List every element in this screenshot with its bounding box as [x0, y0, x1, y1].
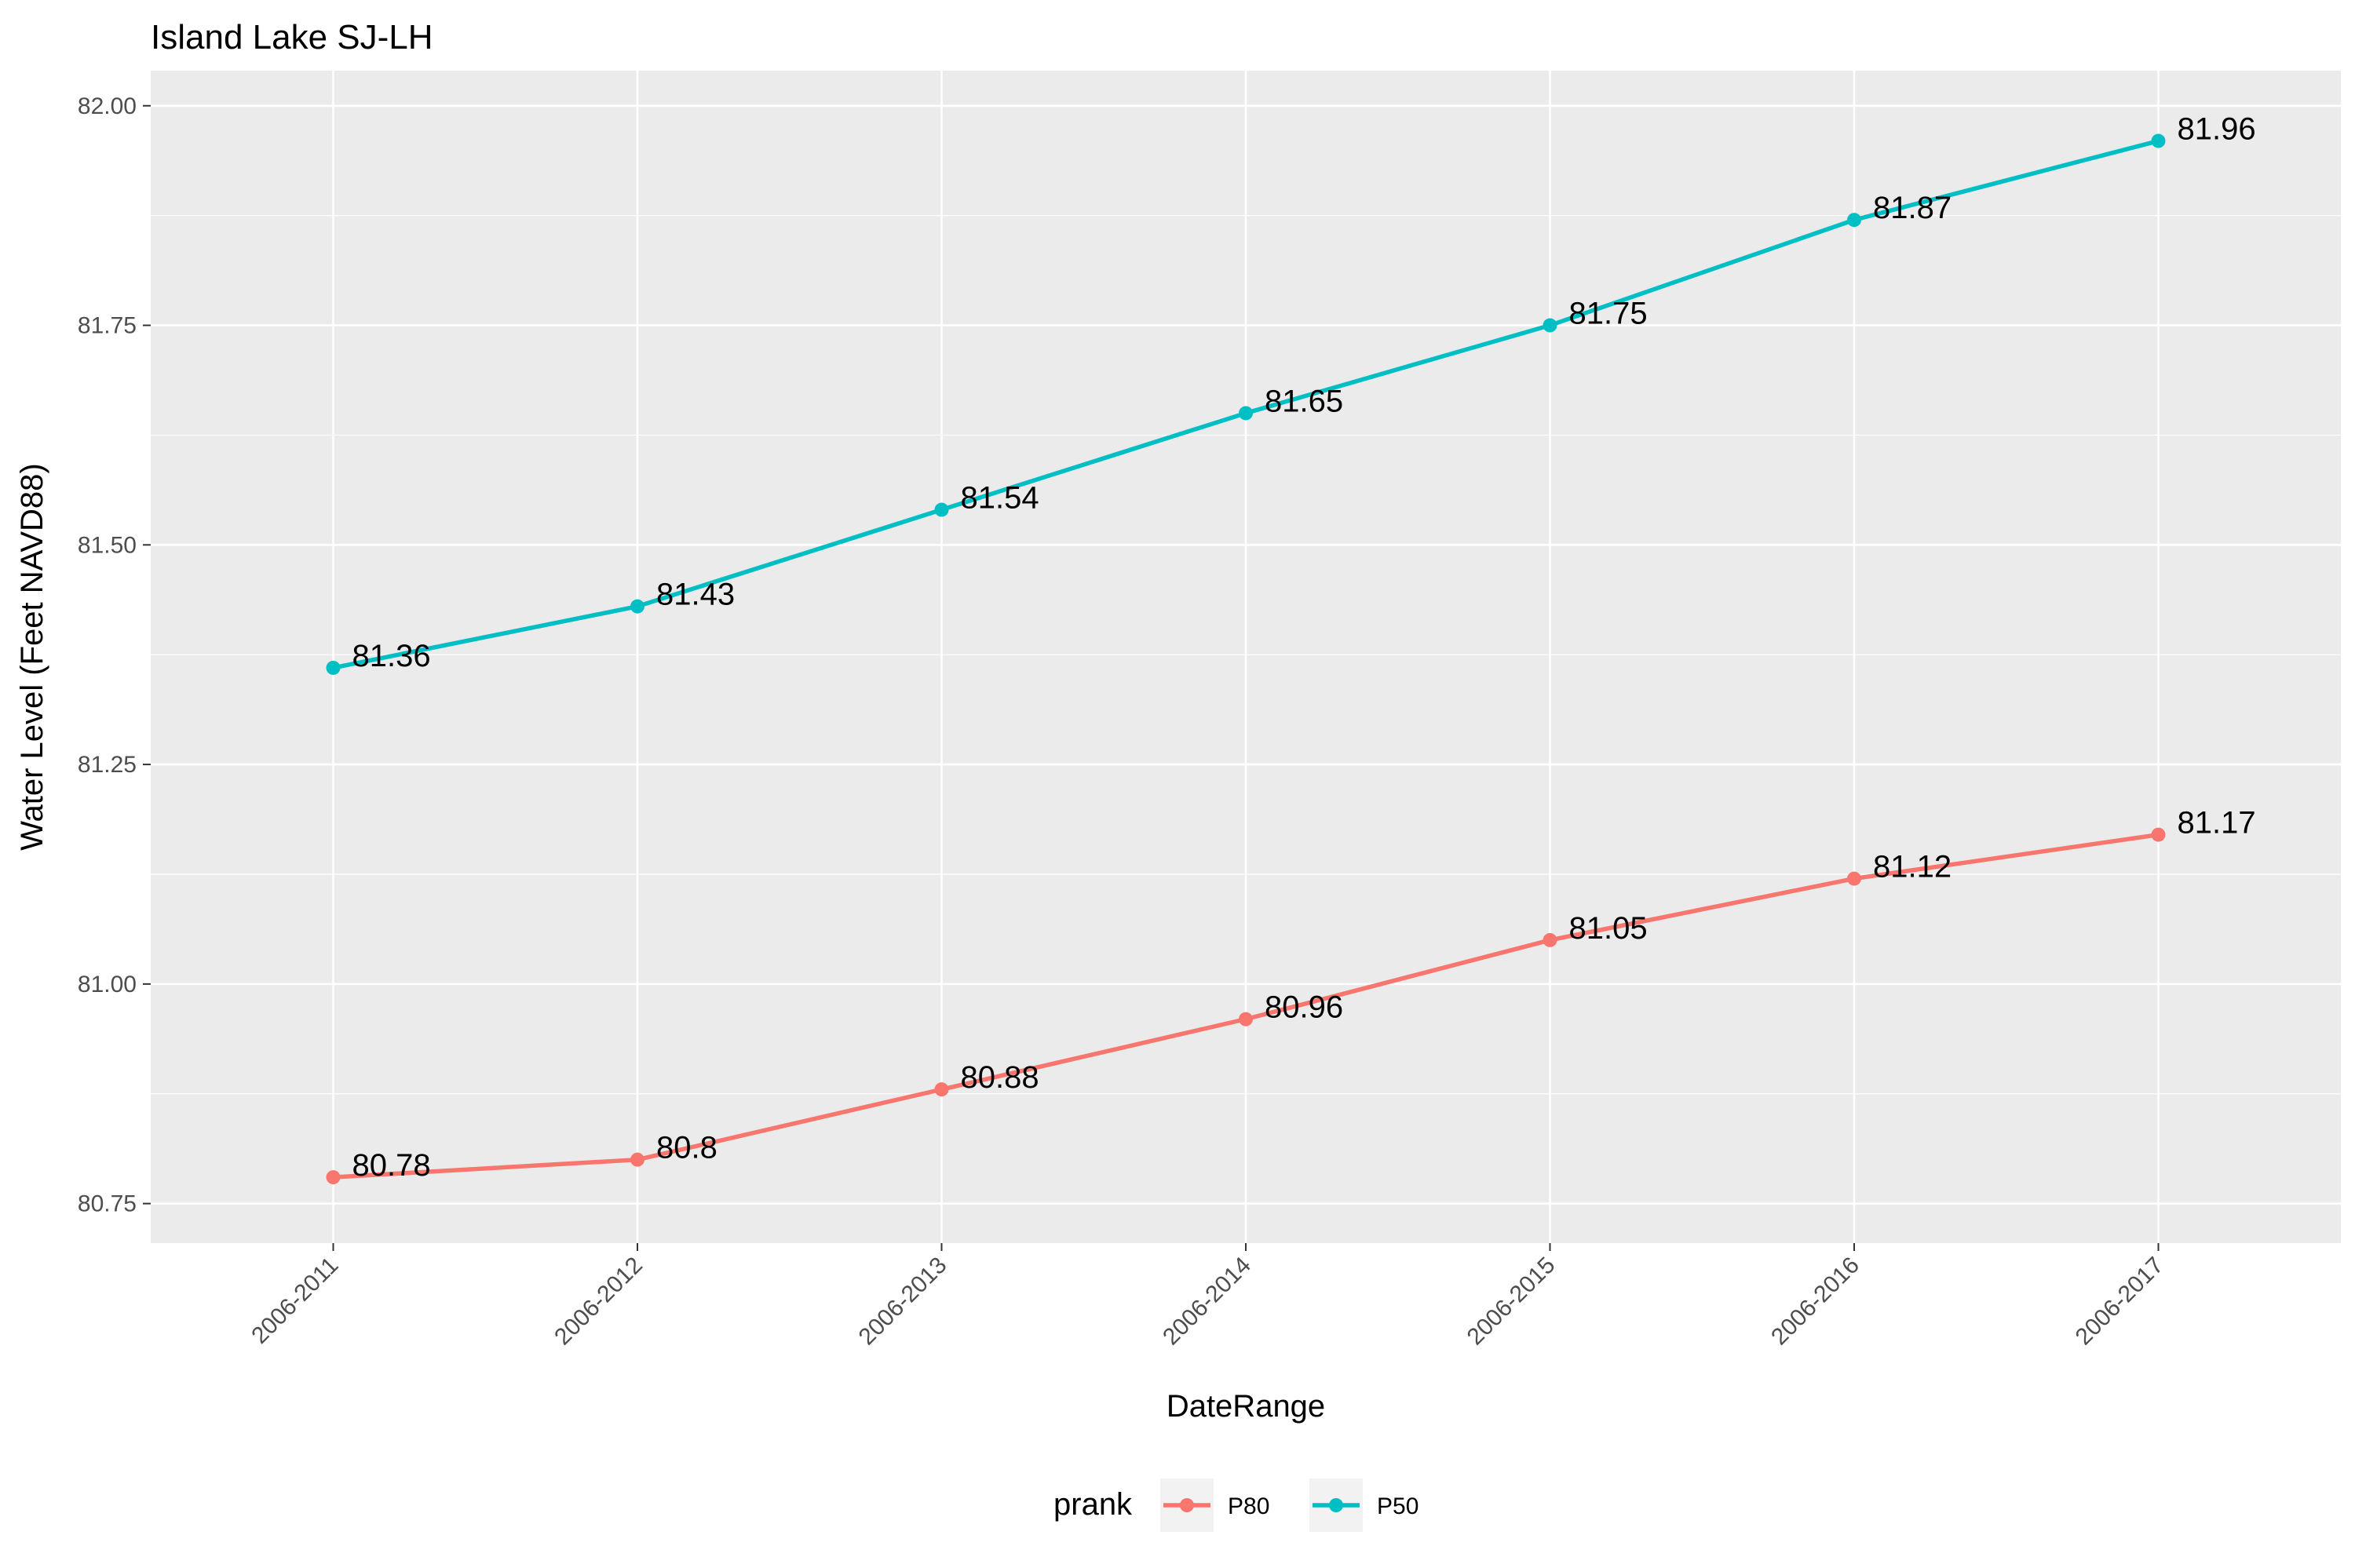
x-axis-title: DateRange: [1167, 1389, 1325, 1424]
y-tick-label: 81.50: [78, 532, 137, 558]
data-point: [630, 1152, 644, 1167]
data-point: [326, 660, 341, 675]
x-tick-label: 2006-2014: [1158, 1253, 1256, 1351]
data-label: 81.43: [656, 578, 735, 612]
x-tick-label: 2006-2016: [1766, 1253, 1864, 1351]
legend-key-point: [1180, 1498, 1194, 1512]
y-tick-label: 81.75: [78, 313, 137, 339]
series-group: 80.7880.880.8880.9681.0581.1281.1781.368…: [326, 112, 2256, 1185]
x-axis-ticks: 2006-2011 2006-2012 2006-2013 2006-2014 2006…: [246, 1243, 2168, 1350]
data-label: 81.12: [1873, 850, 1952, 884]
series-p80: 80.78 80.8 80.88 80.96 81.05 81.12 81.17: [326, 806, 2256, 1185]
y-tick-label: 80.75: [78, 1191, 137, 1217]
legend-label: P50: [1377, 1493, 1418, 1519]
legend-item-p80: P80: [1160, 1479, 1269, 1532]
y-tick-label: 82.00: [78, 93, 137, 119]
data-point: [934, 502, 949, 517]
x-tick-label: 2006-2012: [550, 1253, 648, 1351]
legend-title: prank: [1053, 1487, 1133, 1522]
y-axis-title: Water Level (Feet NAVD88): [15, 463, 49, 851]
x-tick-label: 2006-2017: [2071, 1253, 2169, 1351]
data-point: [934, 1082, 949, 1097]
data-label: 81.65: [1265, 384, 1343, 418]
legend-items: P80 P50: [1160, 1479, 1418, 1532]
x-tick-label: 2006-2015: [1462, 1253, 1561, 1351]
data-point: [1239, 1012, 1253, 1026]
major-gridlines: [151, 71, 2341, 1243]
data-label: 81.96: [2178, 112, 2256, 147]
data-label: 81.87: [1873, 191, 1952, 225]
y-tick-label: 81.00: [78, 972, 137, 997]
x-tick-label: 2006-2013: [854, 1253, 952, 1351]
data-point: [1543, 932, 1557, 947]
data-point: [1847, 213, 1861, 228]
legend: prank P80 P50: [1053, 1479, 1418, 1532]
data-label: 81.75: [1569, 297, 1648, 331]
data-label: 80.88: [961, 1060, 1039, 1095]
data-point: [1847, 871, 1861, 886]
data-point: [2151, 827, 2166, 842]
data-label: 80.8: [656, 1131, 717, 1165]
data-label: 80.78: [352, 1148, 431, 1183]
legend-item-p50: P50: [1309, 1479, 1418, 1532]
chart-title: Island Lake SJ-LH: [151, 18, 433, 57]
data-label: 81.54: [961, 481, 1039, 516]
data-label: 81.05: [1569, 911, 1648, 946]
data-point: [2151, 133, 2166, 148]
data-label: 81.36: [352, 639, 431, 673]
data-point: [326, 1170, 341, 1185]
data-point: [1239, 406, 1253, 421]
legend-key-point: [1329, 1498, 1343, 1512]
y-tick-label: 81.25: [78, 752, 137, 778]
series-p50: 81.36 81.43 81.54 81.65 81.75 81.87 81.96: [326, 112, 2256, 675]
data-point: [630, 599, 644, 614]
data-label: 80.96: [1265, 990, 1343, 1025]
legend-label: P80: [1228, 1493, 1269, 1519]
data-label: 81.17: [2178, 806, 2256, 841]
data-point: [1543, 318, 1557, 333]
x-tick-label: 2006-2011: [246, 1253, 343, 1349]
y-axis-ticks: 80.75 81.00 81.25 81.50 81.75 82.00: [78, 93, 151, 1217]
